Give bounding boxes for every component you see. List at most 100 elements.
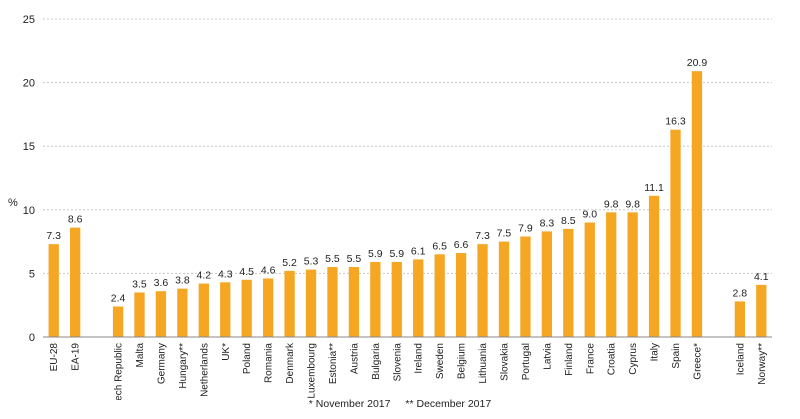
bar — [734, 301, 745, 337]
value-label: 7.5 — [497, 228, 512, 240]
x-tick-label: EU-28 — [49, 343, 60, 372]
value-label: 6.1 — [411, 245, 426, 257]
x-tick-label: Czech Republic — [114, 343, 125, 400]
bar — [391, 261, 402, 337]
bar — [305, 269, 317, 337]
value-label: 16.3 — [665, 116, 686, 128]
bar — [691, 71, 703, 337]
value-label: 11.1 — [644, 182, 664, 194]
x-tick-label: Germany — [156, 343, 167, 384]
value-label: 4.3 — [218, 268, 233, 280]
bar — [455, 253, 467, 337]
value-label: 6.6 — [454, 239, 469, 251]
y-tick-label: 5 — [29, 268, 35, 280]
bar — [327, 267, 338, 337]
bar — [520, 236, 531, 337]
bar — [198, 283, 209, 337]
footnote-december: ** December 2017 — [405, 398, 492, 410]
x-tick-label: France — [585, 343, 596, 375]
value-label: 4.2 — [197, 270, 212, 282]
value-label: 7.9 — [518, 223, 533, 235]
y-axis-label: % — [8, 197, 18, 209]
x-tick-label: Slovakia — [499, 343, 510, 381]
x-tick-label: EA-19 — [71, 343, 82, 371]
bar — [241, 279, 252, 337]
bar — [498, 241, 510, 337]
x-tick-label: Romania — [264, 343, 275, 383]
x-tick-label: Spain — [671, 343, 682, 369]
bar — [584, 222, 595, 337]
x-tick-label: Lithuania — [478, 343, 489, 384]
x-tick-label: Italy — [650, 343, 661, 361]
footnotes: * November 2017 ** December 2017 — [0, 398, 800, 410]
value-label: 4.6 — [261, 264, 276, 276]
bar — [220, 282, 231, 337]
x-tick-label: Austria — [349, 343, 360, 375]
bar — [155, 291, 167, 337]
bar — [112, 306, 124, 337]
x-tick-label: Norway** — [757, 343, 768, 385]
value-label: 20.9 — [687, 57, 708, 69]
value-label: 7.3 — [46, 230, 61, 242]
value-label: 5.5 — [325, 253, 340, 265]
bar — [477, 244, 488, 337]
footnote-november: * November 2017 — [308, 398, 391, 410]
value-label: 9.8 — [604, 198, 619, 210]
bar — [606, 212, 617, 337]
x-tick-label: Bulgaria — [371, 343, 382, 380]
bars: 7.3 8.6 2.4 3.5 3.6 3.8 4.2 4.3 4.5 4.6 5.2 5.3 5.5 5… — [46, 57, 769, 337]
y-tick-label: 15 — [23, 141, 35, 153]
value-label: 5.3 — [304, 256, 319, 268]
y-tick-label: 25 — [23, 14, 35, 26]
value-label: 5.5 — [347, 253, 362, 265]
y-tick-label: 10 — [23, 205, 35, 217]
x-tick-label: Croatia — [607, 343, 618, 376]
x-tick-label: Cyprus — [628, 343, 639, 375]
bar — [670, 129, 681, 337]
value-label: 3.8 — [175, 275, 190, 287]
value-label: 5.2 — [282, 257, 297, 269]
y-tick-label: 0 — [29, 332, 35, 344]
bar — [348, 267, 360, 337]
value-label: 4.1 — [754, 271, 769, 283]
value-label: 8.3 — [540, 217, 555, 229]
x-tick-label: Slovenia — [392, 343, 403, 382]
axes: 0 5 10 15 20 25 EU-28 EA-19 Czech Republic Malta G… — [23, 14, 772, 400]
x-tick-label: Ireland — [414, 343, 425, 374]
x-tick-label: Hungary** — [178, 343, 189, 389]
value-label: 2.8 — [733, 287, 748, 299]
bar — [434, 254, 445, 337]
x-tick-label: Malta — [135, 343, 146, 368]
bar — [648, 195, 660, 337]
x-tick-label: Portugal — [521, 343, 532, 380]
x-tick-label: Iceland — [735, 343, 746, 375]
x-tick-label: Belgium — [457, 343, 468, 379]
gridlines — [43, 18, 772, 274]
x-tick-label: Estonia** — [328, 343, 339, 384]
x-tick-label: Netherlands — [199, 343, 210, 397]
x-tick-label: UK* — [221, 343, 232, 361]
bar-chart: 7.3 8.6 2.4 3.5 3.6 3.8 4.2 4.3 4.5 4.6 5.2 5.3 5.5 5… — [8, 14, 772, 400]
bar — [541, 231, 553, 337]
bar — [48, 244, 59, 337]
bar — [627, 212, 638, 337]
value-label: 9.0 — [582, 209, 597, 221]
value-label: 8.6 — [68, 214, 83, 226]
bar — [284, 270, 295, 337]
value-label: 3.5 — [132, 278, 147, 290]
bar — [134, 292, 145, 337]
bar — [70, 227, 81, 337]
value-label: 6.5 — [432, 240, 447, 252]
bar — [413, 259, 424, 337]
x-tick-label: Greece* — [692, 343, 703, 380]
x-tick-label: Denmark — [285, 342, 296, 384]
bar — [370, 261, 381, 337]
bar — [177, 288, 188, 337]
x-tick-label: Sweden — [435, 343, 446, 379]
x-tick-label: Luxembourg — [307, 343, 318, 399]
x-tick-label: Poland — [242, 343, 253, 374]
value-label: 3.6 — [154, 277, 169, 289]
value-label: 4.5 — [239, 266, 254, 278]
value-label: 2.4 — [111, 292, 126, 304]
value-label: 9.8 — [625, 198, 640, 210]
